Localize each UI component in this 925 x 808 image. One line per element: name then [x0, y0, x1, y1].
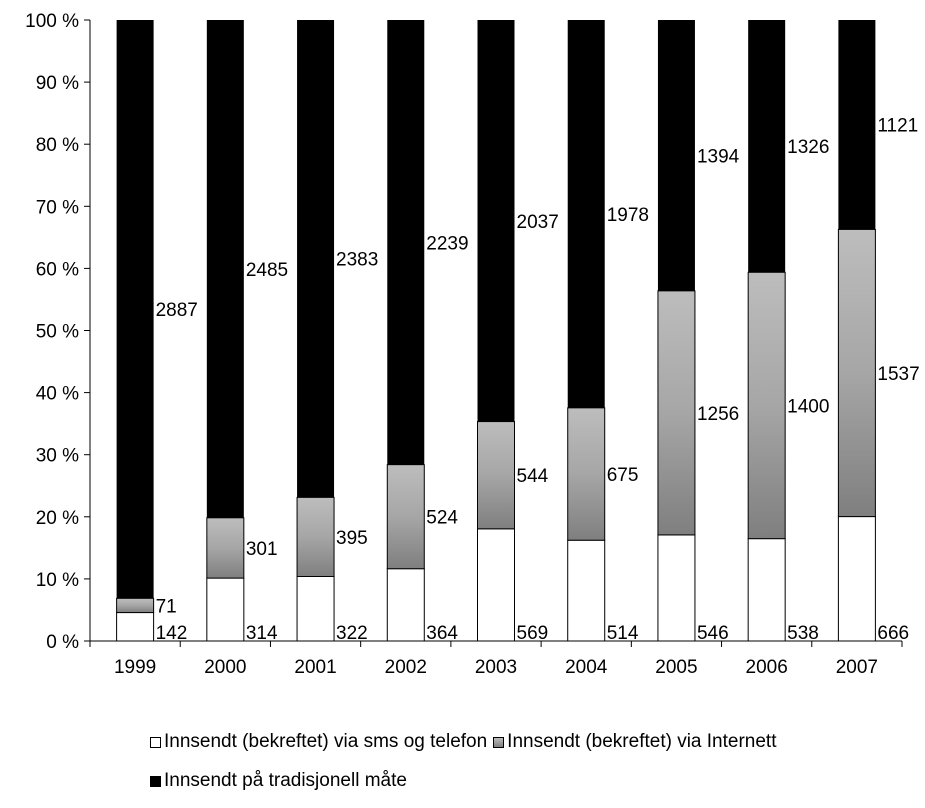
data-label-sms: 569	[517, 623, 549, 644]
y-tick-label: 60 %	[36, 259, 79, 280]
x-axis: 1999 2000 2001 2002 2003 2004 2005 2006 2007	[89, 640, 903, 678]
data-label-internet: 301	[246, 539, 278, 560]
bar-segment-traditional	[838, 20, 876, 230]
legend-row-1: Innsendt (bekreftet) via sms og telefon …	[150, 730, 782, 754]
legend-swatch-sms	[150, 736, 161, 748]
data-label-traditional: 2037	[517, 212, 559, 233]
stacked-bar-chart: 0 % 10 % 20 % 30 % 40 % 50 % 60 % 70 % 80 % 90 % 1…	[25, 11, 920, 678]
data-label-sms: 546	[697, 623, 729, 644]
data-label-sms: 666	[877, 623, 909, 644]
bar-segment-sms	[837, 516, 876, 642]
legend-item-internet: Innsendt (bekreftet) via Internett	[493, 731, 776, 753]
data-label-internet: 1537	[877, 364, 919, 385]
data-label-sms: 142	[156, 623, 188, 644]
bar-segment-sms	[116, 612, 155, 642]
x-tick-label: 1999	[114, 657, 156, 678]
bar-segment-traditional	[116, 20, 154, 599]
bar-segment-internet	[657, 290, 696, 536]
legend-row-2: Innsendt på tradisjonell måte	[150, 769, 782, 793]
data-label-sms: 314	[246, 623, 278, 644]
legend-item-sms: Innsendt (bekreftet) via sms og telefon	[150, 731, 487, 753]
data-label-internet: 1400	[787, 396, 829, 417]
bar-segment-sms	[206, 577, 245, 642]
legend-item-traditional: Innsendt på tradisjonell måte	[150, 770, 407, 792]
bar-segment-traditional	[387, 20, 425, 465]
bar-segment-traditional	[748, 20, 786, 273]
bar-segment-internet	[116, 597, 155, 614]
y-tick-label: 10 %	[36, 570, 79, 591]
legend-swatch-traditional	[150, 775, 161, 787]
x-tick-label: 2007	[836, 657, 878, 678]
data-label-traditional: 2485	[246, 260, 288, 281]
data-label-internet: 395	[336, 528, 368, 549]
x-tick-label: 2005	[655, 657, 697, 678]
x-tick-label: 2003	[475, 657, 517, 678]
data-labels: 142 71 2887 314 301 2485 322 395 2383 364 524 2239 5…	[156, 116, 920, 644]
data-label-sms: 538	[787, 623, 819, 644]
bar-segment-internet	[386, 464, 425, 570]
bar-segment-internet	[206, 517, 245, 579]
bar-segment-traditional	[657, 20, 695, 291]
y-tick-label: 20 %	[36, 508, 79, 529]
y-tick-label: 40 %	[36, 384, 79, 405]
y-tick-label: 30 %	[36, 446, 79, 467]
data-label-internet: 71	[156, 596, 177, 617]
data-label-traditional: 1121	[877, 116, 918, 137]
data-label-traditional: 2239	[426, 233, 468, 254]
data-label-internet: 1256	[697, 404, 739, 425]
legend-label-internet: Innsendt (bekreftet) via Internett	[507, 731, 777, 752]
data-label-traditional: 2383	[336, 250, 378, 271]
data-label-sms: 364	[426, 623, 458, 644]
bar-segment-internet	[747, 271, 786, 540]
data-label-sms: 322	[336, 623, 368, 644]
data-label-internet: 544	[517, 466, 549, 487]
data-label-traditional: 1978	[607, 205, 649, 226]
bar-segment-traditional	[297, 20, 335, 498]
y-tick-label: 70 %	[36, 197, 79, 218]
bar-segment-traditional	[477, 20, 515, 422]
bar-segment-sms	[296, 575, 335, 642]
bar-segment-internet	[837, 228, 876, 518]
legend: Innsendt (bekreftet) via sms og telefon …	[150, 730, 782, 808]
data-label-internet: 675	[607, 465, 639, 486]
legend-label-sms: Innsendt (bekreftet) via sms og telefon	[164, 731, 488, 752]
bars	[116, 20, 876, 642]
data-label-sms: 514	[607, 623, 639, 644]
y-axis: 0 % 10 % 20 % 30 % 40 % 50 % 60 % 70 % 80 % 90 % 1…	[25, 11, 91, 653]
x-tick-label: 2004	[565, 657, 608, 678]
bar-segment-traditional	[206, 20, 244, 518]
bar-segment-sms	[657, 534, 696, 642]
y-tick-label: 100 %	[25, 11, 79, 32]
x-tick-label: 2006	[746, 657, 788, 678]
y-tick-label: 0 %	[46, 632, 79, 653]
data-label-traditional: 2887	[156, 300, 198, 321]
bar-segment-sms	[567, 539, 606, 642]
bar-segment-traditional	[567, 20, 605, 408]
bar-segment-internet	[567, 407, 606, 541]
bar-segment-internet	[296, 496, 335, 577]
y-tick-label: 50 %	[36, 322, 79, 343]
y-tick-label: 80 %	[36, 135, 79, 156]
x-tick-label: 2002	[385, 657, 427, 678]
x-tick-label: 2001	[294, 657, 336, 678]
y-tick-label: 90 %	[36, 73, 79, 94]
data-label-traditional: 1394	[697, 146, 740, 167]
bar-segment-internet	[477, 421, 515, 530]
data-label-internet: 524	[426, 508, 458, 529]
data-label-traditional: 1326	[787, 137, 829, 158]
legend-label-traditional: Innsendt på tradisjonell måte	[164, 770, 407, 791]
legend-swatch-internet	[493, 736, 505, 748]
bar-segment-sms	[477, 528, 515, 642]
bar-segment-sms	[386, 568, 425, 642]
bar-segment-sms	[747, 538, 786, 642]
x-tick-label: 2000	[204, 657, 246, 678]
